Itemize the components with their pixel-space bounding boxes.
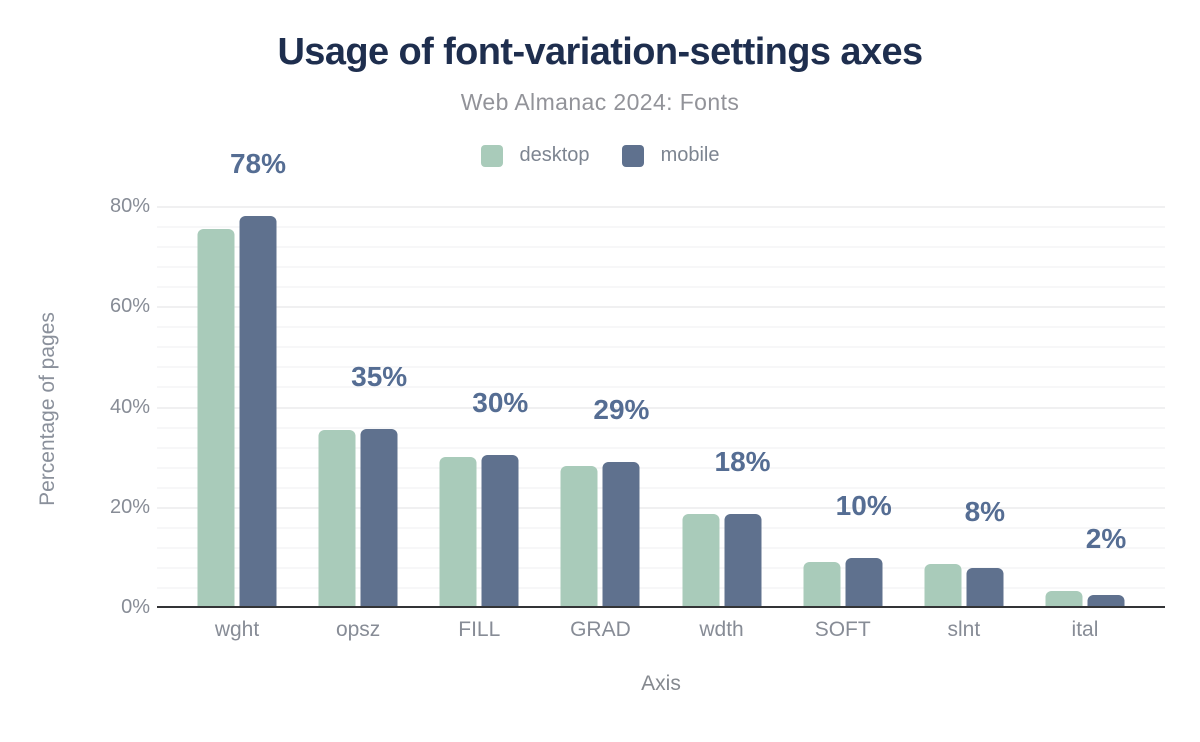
bar-desktop [439,456,477,606]
bar-desktop [682,514,720,606]
bar-mobile [602,462,640,606]
bar-pair [439,454,519,606]
bar-pair [803,557,883,606]
bar-value-label: 78% [229,148,287,179]
bar-pair [560,462,640,606]
x-tick-label: opsz [335,618,381,641]
y-tick-label-80: 80% [109,195,150,217]
bar-value-label: 29% [593,394,650,426]
plot-area: 78% wght 35% opsz 30% [157,148,1165,641]
bar-pair [682,513,762,606]
bar-mobile [724,513,762,606]
bar-pair [924,563,1004,606]
bar-mobile [360,429,398,606]
bar-pair [318,429,398,606]
bar-value-label: 2% [1085,522,1127,554]
mobile-swatch-icon [621,144,644,167]
bar-desktop [924,563,962,606]
x-tick-label: FILL [458,618,501,641]
x-tick-label: SOFT [814,618,871,641]
bar-value-label: 10% [835,489,892,521]
bar-pair [1045,590,1125,606]
legend-label-mobile: mobile [660,144,720,166]
bar-mobile [845,557,883,606]
y-tick-label-0: 0% [121,596,150,618]
bar-mobile [481,454,519,606]
legend: desktop mobile [0,144,1200,167]
bar-group-wght: 78% wght [177,148,297,641]
x-tick-label: ital [1071,618,1099,641]
bar-mobile [966,568,1004,606]
x-tick-label: wdth [699,618,744,641]
bar-value-label: 8% [964,495,1006,527]
bar-desktop [318,429,356,606]
legend-item-desktop: desktop [480,144,590,167]
x-tick-label: slnt [947,618,981,641]
x-axis-title: Axis [641,672,681,695]
bar-group-ital: 2% ital [1025,190,1145,641]
bar-group-soft: 10% SOFT [783,190,903,641]
bar-desktop [803,561,841,606]
bar-desktop [1045,590,1083,606]
bar-group-grad: 29% GRAD [540,190,660,641]
y-tick-label-60: 60% [109,295,150,318]
bar-value-label: 35% [351,361,408,393]
bar-desktop [197,229,235,606]
bar-area: 78% wght 35% opsz 30% [157,148,1165,641]
y-tick-label-20: 20% [109,495,150,518]
y-tick-label-40: 40% [109,395,150,418]
bar-desktop [560,466,598,606]
bar-group-fill: 30% FILL [419,190,539,641]
bar-group-slnt: 8% slnt [904,190,1024,641]
chart-title: Usage of font-variation-settings axes [277,31,923,73]
bar-pair [197,216,277,606]
legend-label-desktop: desktop [519,144,590,166]
bar-mobile [1087,594,1125,606]
bar-value-label: 18% [714,445,771,477]
chart-subtitle: Web Almanac 2024: Fonts [460,89,740,115]
bar-mobile [239,216,277,606]
bar-group-opsz: 35% opsz [298,190,418,641]
desktop-swatch-icon [480,144,503,167]
legend-item-mobile: mobile [621,144,720,167]
bar-value-label: 30% [472,386,529,418]
bar-group-wdth: 18% wdth [662,190,782,641]
x-tick-label: wght [214,618,260,641]
x-tick-label: GRAD [570,618,631,641]
